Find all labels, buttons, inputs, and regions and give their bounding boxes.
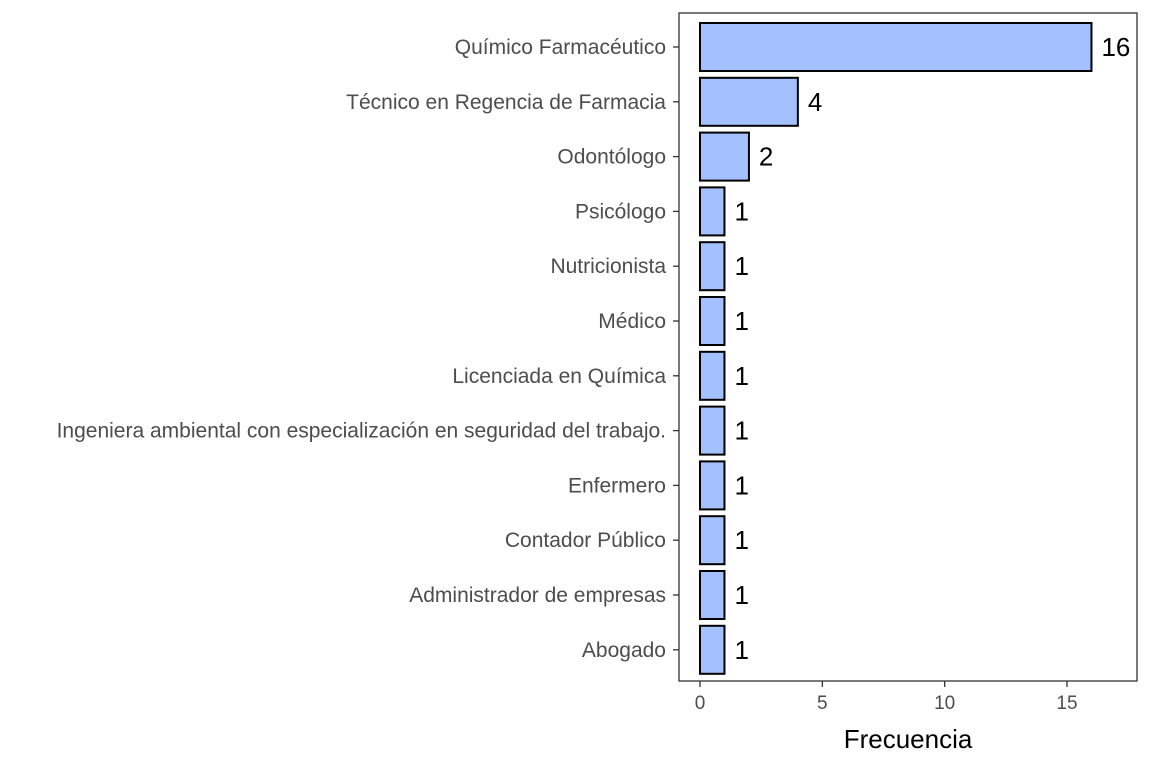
- x-tick-label: 0: [695, 693, 706, 714]
- bar: [699, 405, 726, 456]
- data-label: 2: [759, 142, 773, 172]
- data-label: 1: [734, 306, 748, 336]
- x-tick-label: 10: [934, 693, 955, 714]
- bar: [699, 186, 726, 237]
- data-label: 1: [734, 196, 748, 226]
- y-tick-label: Contador Público: [505, 529, 666, 552]
- y-tick-label: Administrador de empresas: [409, 584, 666, 607]
- y-tick-label: Odontólogo: [557, 146, 666, 169]
- y-tick-label: Químico Farmacéutico: [455, 36, 666, 59]
- data-label: 1: [734, 251, 748, 281]
- y-tick-label: Técnico en Regencia de Farmacia: [346, 91, 666, 114]
- bar: [699, 515, 726, 566]
- y-tick-label: Licenciada en Química: [452, 365, 666, 388]
- y-tick-label: Abogado: [582, 639, 666, 662]
- data-label: 4: [808, 87, 822, 117]
- y-tick-label: Nutricionista: [550, 255, 666, 278]
- data-label: 16: [1101, 32, 1130, 62]
- bar: [699, 570, 726, 620]
- bar: [699, 624, 726, 675]
- bar: [699, 241, 726, 292]
- bar: [699, 131, 750, 182]
- x-axis: 0 5 10 15: [695, 681, 1078, 714]
- data-label: 1: [734, 416, 748, 446]
- y-tick-label: Psicólogo: [575, 200, 666, 223]
- bar: [699, 296, 726, 346]
- x-axis-title: Frecuencia: [844, 724, 973, 754]
- y-tick-label: Médico: [598, 310, 666, 333]
- y-axis: Químico Farmacéutico Técnico en Regencia …: [57, 36, 679, 662]
- data-label: 1: [734, 361, 748, 391]
- bar: [699, 460, 726, 511]
- bar: [699, 22, 1093, 72]
- bar: [699, 350, 726, 401]
- data-label: 1: [734, 635, 748, 665]
- bar: [699, 76, 799, 127]
- data-label: 1: [734, 580, 748, 610]
- x-tick-label: 15: [1056, 693, 1077, 714]
- data-label: 1: [734, 470, 748, 500]
- plot-panel-border: [678, 12, 1138, 682]
- data-label: 1: [734, 525, 748, 555]
- y-tick-label: Enfermero: [568, 474, 666, 497]
- y-tick-label: Ingeniera ambiental con especialización …: [57, 420, 666, 443]
- x-tick-label: 5: [817, 693, 828, 714]
